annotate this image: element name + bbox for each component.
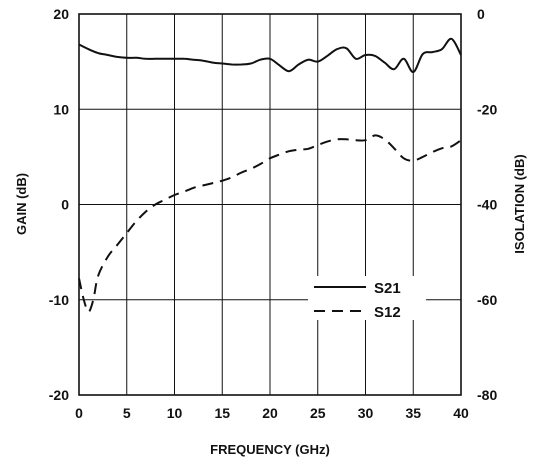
y-tick-label: 10: [53, 101, 69, 117]
y-tick-label: -20: [49, 387, 69, 403]
y2-tick-label: 0: [477, 6, 485, 22]
y-axis-title: GAIN (dB): [14, 173, 29, 235]
y2-tick-label: -20: [477, 101, 497, 117]
legend-background: [308, 276, 426, 320]
x-tick-label: 15: [214, 405, 230, 421]
x-tick-label: 40: [453, 405, 469, 421]
y-tick-label: 0: [61, 197, 69, 213]
tick-labels: 0 5 10 15 20 25 30 35 40 20 10 0 -10 -20 0 -20 -40 -60 -80: [49, 6, 498, 421]
x-tick-label: 35: [405, 405, 421, 421]
legend: S21 S12: [308, 276, 426, 321]
x-tick-label: 5: [123, 405, 131, 421]
series-line-s21: [78, 37, 462, 74]
y2-tick-label: -80: [477, 387, 497, 403]
y-tick-label: -10: [49, 292, 69, 308]
x-tick-label: 20: [262, 405, 278, 421]
series-line-s12: [78, 134, 462, 313]
grid: [79, 14, 461, 395]
x-tick-label: 10: [167, 405, 183, 421]
x-axis-title: FREQUENCY (GHz): [210, 442, 330, 457]
y2-axis-title: ISOLATION (dB): [512, 154, 527, 253]
y-tick-label: 20: [53, 6, 69, 22]
y2-tick-label: -40: [477, 197, 497, 213]
legend-label-s12: S12: [374, 304, 401, 321]
plot-frame: [78, 13, 462, 396]
x-tick-label: 0: [75, 405, 83, 421]
x-tick-label: 30: [358, 405, 374, 421]
y2-tick-label: -60: [477, 292, 497, 308]
x-tick-label: 25: [310, 405, 326, 421]
series-layer: [78, 37, 462, 313]
legend-label-s21: S21: [374, 280, 401, 297]
